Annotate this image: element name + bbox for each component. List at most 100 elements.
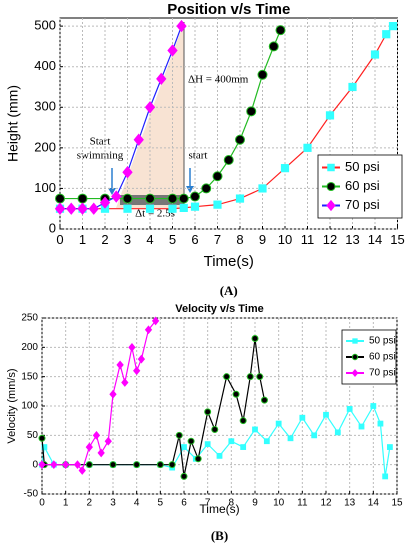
x-tick-label: 12 [320, 498, 332, 509]
marker [211, 425, 219, 433]
marker [212, 171, 223, 182]
y-axis-label: Velocity (mm/s) [6, 368, 18, 443]
x-tick-label: 4 [146, 232, 153, 247]
annotation: start [189, 150, 208, 162]
y-tick-label: 200 [34, 139, 56, 154]
marker [240, 444, 247, 450]
x-tick-label: 9 [252, 498, 258, 509]
marker [104, 436, 112, 446]
marker [123, 204, 132, 213]
x-tick-label: 14 [368, 232, 382, 247]
marker [252, 426, 258, 433]
y-tick-label: 200 [21, 342, 38, 353]
marker [275, 25, 286, 36]
marker [50, 460, 58, 470]
legend-label: 50 psi [345, 159, 380, 174]
legend-marker [326, 199, 336, 212]
legend-label: 60 psi [345, 178, 380, 193]
annotation: Start [90, 136, 111, 148]
marker [235, 134, 245, 145]
legend-label: 60 psi [369, 352, 396, 363]
marker [251, 335, 259, 343]
chart-title: Velocity v/s Time [175, 303, 263, 315]
marker [121, 378, 129, 387]
marker [145, 204, 155, 213]
marker [85, 442, 93, 452]
marker [151, 316, 160, 326]
x-tick-label: 13 [345, 232, 359, 247]
marker [77, 202, 88, 215]
x-tick-label: 3 [124, 232, 131, 247]
marker [213, 200, 222, 209]
marker [122, 166, 133, 179]
marker [181, 444, 187, 450]
marker [156, 461, 164, 469]
legend-marker [351, 368, 359, 378]
marker [133, 461, 141, 469]
x-tick-label: 13 [344, 498, 356, 509]
marker [194, 455, 202, 463]
x-tick-label: 0 [56, 232, 63, 247]
x-tick-label: 2 [87, 498, 93, 509]
marker [348, 82, 357, 92]
series-line [41, 404, 391, 477]
marker [62, 460, 70, 470]
marker [256, 373, 264, 381]
marker [73, 460, 82, 470]
x-tick-label: 15 [391, 498, 403, 509]
y-axis-label: Height (mm) [5, 85, 21, 162]
marker [239, 417, 247, 425]
x-tick-label: 11 [297, 498, 308, 509]
marker [370, 403, 377, 409]
arrowhead [108, 188, 116, 195]
marker [204, 441, 211, 448]
legend-label: 70 psi [345, 197, 380, 212]
marker [111, 190, 122, 203]
marker [97, 448, 105, 458]
arrowhead [186, 186, 194, 193]
marker [216, 452, 223, 459]
y-tick-label: 100 [21, 401, 38, 412]
x-tick-label: 8 [229, 498, 235, 509]
marker [223, 155, 234, 166]
marker [358, 423, 365, 430]
x-tick-label: 8 [236, 232, 243, 247]
y-tick-label: 150 [21, 371, 38, 382]
x-tick-label: 2 [101, 232, 108, 247]
marker [187, 437, 195, 445]
marker [201, 183, 212, 194]
x-tick-label: 5 [169, 232, 176, 247]
legend-marker [326, 181, 336, 192]
marker [175, 431, 183, 439]
marker [109, 389, 117, 399]
marker [78, 466, 86, 475]
x-tick-label: 6 [181, 498, 187, 509]
marker [223, 373, 231, 381]
x-tick-label: 6 [191, 232, 198, 247]
marker [334, 429, 341, 436]
legend-label: 70 psi [369, 368, 396, 379]
marker [260, 396, 268, 404]
marker [38, 434, 46, 442]
marker [179, 203, 188, 213]
y-tick-label: 250 [21, 313, 38, 324]
x-tick-label: 3 [110, 498, 116, 509]
legend-label: 50 psi [369, 336, 396, 347]
marker [137, 354, 146, 364]
marker [156, 72, 167, 86]
marker [88, 202, 99, 215]
x-tick-label: 7 [214, 232, 221, 247]
x-tick-label: 15 [390, 232, 404, 247]
x-tick-label: 10 [273, 498, 285, 509]
marker [258, 184, 267, 193]
annotation: Δt = 2.5s [135, 208, 175, 220]
marker [180, 472, 188, 480]
marker [144, 325, 153, 335]
caption: (A) [220, 283, 238, 298]
marker [77, 193, 88, 204]
marker [178, 193, 189, 204]
marker [168, 461, 176, 469]
marker [246, 106, 257, 117]
marker [377, 420, 384, 427]
